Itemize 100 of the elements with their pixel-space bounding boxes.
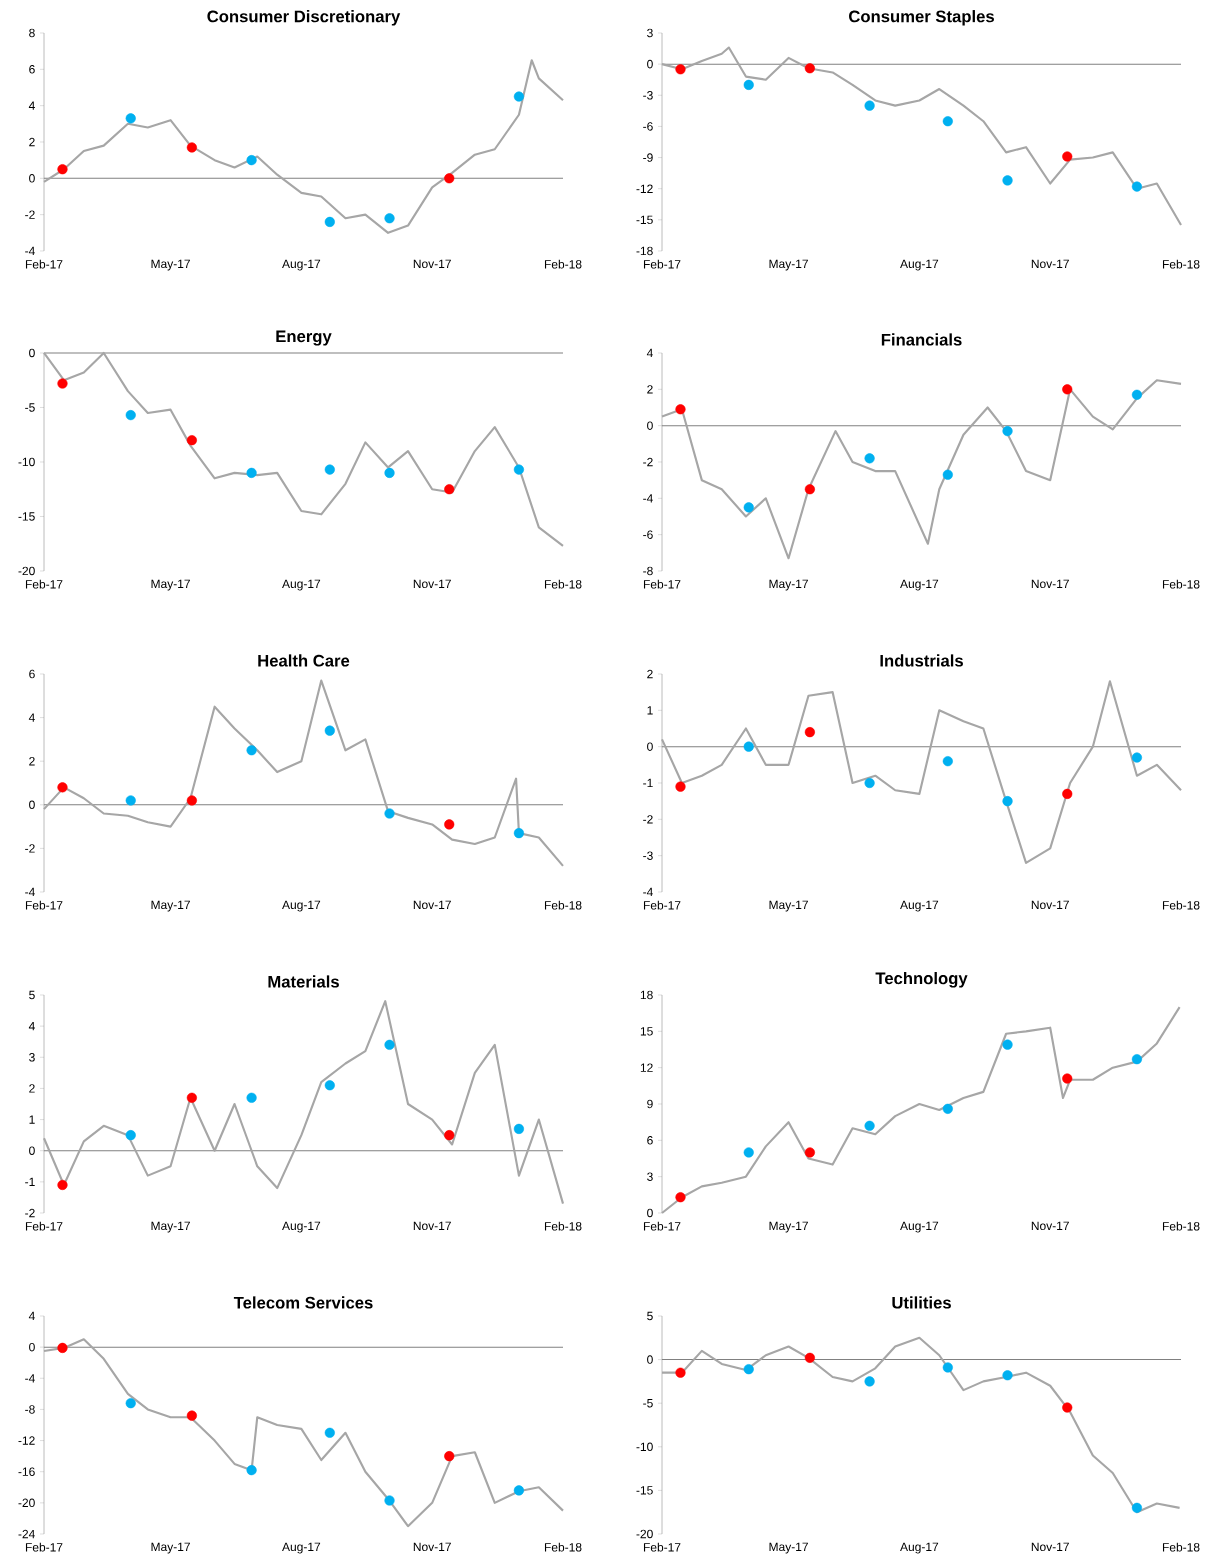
y-tick-label: -20 <box>18 566 35 576</box>
x-tick-label: May-17 <box>769 259 808 271</box>
y-tick-label: 2 <box>647 669 653 679</box>
point <box>513 91 524 102</box>
point <box>57 1179 68 1191</box>
x-tick-label: Nov-17 <box>1031 1221 1069 1231</box>
x-tick-label: Feb-18 <box>1162 259 1200 269</box>
point <box>1062 788 1073 799</box>
x-tick-label: Feb-17 <box>25 900 63 910</box>
x-tick-label: Aug-17 <box>900 1542 939 1554</box>
y-tick-label: -5 <box>25 403 35 412</box>
y-tick-label: -4 <box>25 887 35 897</box>
y-tick-label: -4 <box>643 887 653 897</box>
y-tick-label: 1 <box>29 1115 35 1124</box>
y-tick-label: -3 <box>643 91 653 100</box>
point <box>246 1092 257 1103</box>
point <box>125 1130 136 1141</box>
y-tick-label: 2 <box>29 757 35 766</box>
point <box>125 410 136 421</box>
point <box>804 63 815 74</box>
point <box>864 777 875 789</box>
x-tick-label: May-17 <box>769 1542 808 1554</box>
point <box>864 100 875 111</box>
x-tick-label: May-17 <box>151 579 190 591</box>
point <box>1131 1054 1142 1065</box>
y-tick-label: 4 <box>28 1022 35 1031</box>
x-tick-label: Nov-17 <box>1031 579 1069 589</box>
point <box>324 725 335 736</box>
line-series <box>660 46 1183 227</box>
x-tick-label: May-17 <box>769 900 808 912</box>
chart-title: Consumer Staples <box>849 10 994 26</box>
y-tick-label: -24 <box>18 1529 35 1539</box>
point <box>942 116 953 127</box>
chart-title: Technology <box>875 972 968 988</box>
y-tick-label: -3 <box>643 851 653 860</box>
y-tick-label: 9 <box>647 1099 653 1109</box>
point <box>125 795 136 806</box>
x-tick-label: Aug-17 <box>900 1221 939 1233</box>
point <box>384 213 395 224</box>
point <box>743 1147 754 1158</box>
point <box>324 1427 335 1438</box>
x-tick-label: Feb-18 <box>544 1221 582 1231</box>
y-tick-label: -15 <box>18 512 35 521</box>
point <box>864 1120 875 1131</box>
y-tick-label: -2 <box>25 1208 35 1218</box>
point <box>384 1039 395 1050</box>
line-series <box>660 379 1183 560</box>
point <box>513 1123 524 1134</box>
x-tick-label: Feb-17 <box>25 579 63 589</box>
point <box>942 1103 953 1114</box>
y-tick-label: 4 <box>28 713 35 722</box>
y-tick-label: 2 <box>647 385 653 394</box>
point <box>186 435 197 446</box>
point <box>384 1495 395 1506</box>
x-tick-label: Aug-17 <box>282 900 321 912</box>
y-tick-label: 0 <box>647 421 653 430</box>
point <box>246 155 257 166</box>
point <box>804 727 815 738</box>
x-tick-label: May-17 <box>769 579 808 591</box>
x-tick-label: Feb-17 <box>643 579 681 589</box>
y-tick-label: -1 <box>643 778 653 788</box>
y-tick-label: -2 <box>25 844 35 853</box>
point <box>186 1410 197 1421</box>
point <box>246 1465 257 1476</box>
point <box>675 1192 686 1203</box>
y-tick-label: -2 <box>643 815 653 824</box>
line-series <box>42 59 565 234</box>
point <box>804 484 815 495</box>
point <box>513 464 524 475</box>
y-tick-label: -2 <box>643 457 653 467</box>
chart-title: Utilities <box>892 1296 951 1309</box>
x-tick-label: Feb-18 <box>544 259 582 269</box>
point <box>246 467 257 478</box>
y-tick-label: -18 <box>636 246 653 256</box>
line-series <box>42 1000 565 1205</box>
x-tick-label: Aug-17 <box>282 259 321 271</box>
point <box>246 745 257 756</box>
y-tick-label: -15 <box>636 215 653 225</box>
point <box>57 378 68 389</box>
point <box>743 502 754 513</box>
point <box>384 808 395 819</box>
x-tick-label: Feb-17 <box>643 1542 681 1552</box>
point <box>324 216 335 227</box>
y-tick-label: 2 <box>29 137 35 147</box>
point <box>942 469 953 480</box>
x-tick-label: Nov-17 <box>413 1542 451 1552</box>
y-tick-label: 0 <box>29 1146 35 1155</box>
y-tick-label: 5 <box>647 1311 653 1321</box>
line-series <box>42 679 565 867</box>
y-tick-label: 15 <box>640 1027 653 1036</box>
point <box>444 173 455 184</box>
point <box>324 1080 335 1091</box>
y-tick-label: 2 <box>29 1084 35 1093</box>
point <box>444 484 455 495</box>
x-tick-label: Feb-18 <box>544 1542 582 1552</box>
x-tick-label: Nov-17 <box>413 900 451 910</box>
x-tick-label: Nov-17 <box>413 579 451 589</box>
y-tick-label: -6 <box>643 122 653 131</box>
y-tick-label: -9 <box>643 153 653 162</box>
x-tick-label: Nov-17 <box>1031 1542 1069 1552</box>
